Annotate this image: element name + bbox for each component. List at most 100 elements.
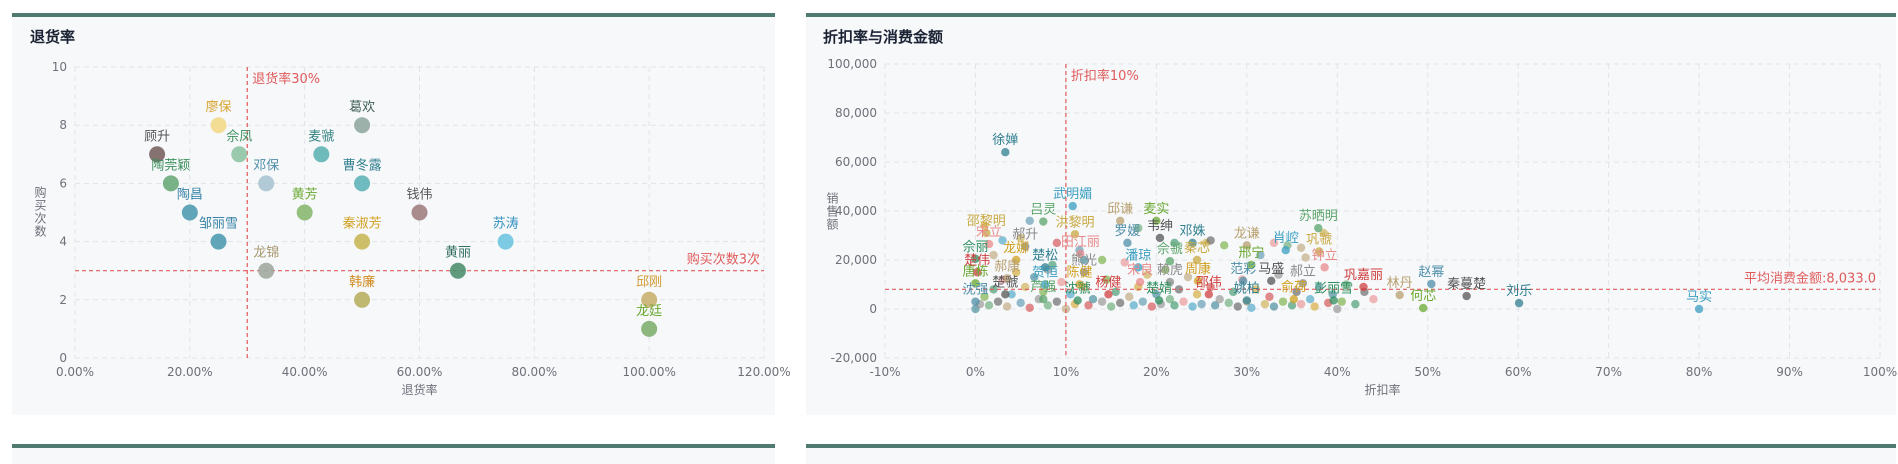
data-point bbox=[1188, 302, 1197, 311]
data-point-label: 熊光 bbox=[1071, 252, 1097, 268]
data-point-label: 苏晒明 bbox=[1299, 208, 1338, 224]
data-point bbox=[1462, 291, 1471, 301]
data-point bbox=[971, 254, 980, 263]
data-point bbox=[1097, 255, 1107, 265]
data-point-label: 廖保 bbox=[206, 99, 232, 115]
data-point-label: 芦强 bbox=[1030, 280, 1056, 295]
data-point bbox=[1084, 301, 1093, 310]
data-point bbox=[149, 146, 166, 163]
x-tick-label: 70% bbox=[1595, 365, 1622, 379]
data-point bbox=[984, 239, 994, 249]
y-tick-label: 0 bbox=[59, 351, 67, 365]
data-point-label: 陶莞颖 bbox=[151, 157, 190, 173]
data-point bbox=[1125, 292, 1134, 301]
data-point bbox=[354, 175, 371, 192]
data-point bbox=[1057, 277, 1066, 287]
data-point bbox=[1427, 279, 1436, 289]
data-point bbox=[1016, 298, 1025, 308]
data-point bbox=[1123, 238, 1132, 248]
return-rate-y-axis-title: 购买次数 bbox=[33, 186, 47, 238]
data-point-label: 韦绅 bbox=[1147, 219, 1173, 234]
data-point bbox=[1174, 285, 1184, 294]
data-point-label: 陈健 bbox=[1066, 265, 1092, 281]
data-point bbox=[1204, 290, 1214, 299]
data-point-label: 沈强 bbox=[962, 283, 988, 298]
data-point bbox=[1296, 243, 1306, 252]
data-point-label: 秦芯 bbox=[1184, 241, 1210, 256]
data-point-label: 陶昌 bbox=[177, 187, 203, 203]
data-point-label: 龙锦 bbox=[253, 246, 279, 261]
y-tick-label: 4 bbox=[59, 235, 67, 249]
data-point-label: 郝立 bbox=[1290, 264, 1316, 279]
data-point bbox=[1247, 260, 1256, 270]
data-point bbox=[1011, 255, 1021, 265]
return-rate-scatter-chart: 0.00% 20.00% 40.00% 60.00% 80.00% 100.00% 120.… bbox=[52, 60, 791, 397]
data-point-label: 贺恒 bbox=[1032, 266, 1058, 281]
data-point bbox=[231, 146, 248, 163]
data-point-label: 肖崆 bbox=[1273, 231, 1299, 246]
data-point bbox=[1419, 303, 1428, 313]
data-point bbox=[989, 250, 998, 260]
y-tick-label: 2 bbox=[59, 293, 67, 307]
data-point bbox=[982, 228, 991, 238]
y-tick-label: 0 bbox=[869, 302, 877, 316]
data-point-label: 何芯 bbox=[1410, 288, 1436, 304]
data-point bbox=[1319, 228, 1328, 238]
data-point bbox=[1001, 290, 1010, 299]
data-point-label: 楚虢 bbox=[992, 275, 1018, 290]
data-point-label: 范彩 bbox=[1230, 262, 1256, 277]
data-point bbox=[1233, 302, 1242, 311]
data-point bbox=[1120, 258, 1129, 267]
y-tick-label: 80,000 bbox=[835, 106, 877, 120]
x-tick-label: 30% bbox=[1233, 365, 1260, 379]
data-point-label: 罗媛 bbox=[1114, 224, 1140, 239]
data-point-label: 葛欢 bbox=[349, 100, 375, 115]
data-point bbox=[1333, 304, 1342, 314]
mark-line-label: 购买次数3次 bbox=[687, 252, 760, 268]
data-point bbox=[1115, 216, 1125, 225]
data-point-label: 刘乐 bbox=[1506, 284, 1532, 299]
data-point bbox=[1329, 296, 1338, 305]
data-point-label: 邹丽雪 bbox=[199, 216, 238, 232]
data-point-label: 佘丽 bbox=[962, 239, 988, 255]
data-point-label: 龙廷 bbox=[636, 304, 662, 319]
data-point bbox=[1320, 263, 1329, 272]
data-point bbox=[1039, 217, 1048, 226]
data-point bbox=[971, 279, 980, 288]
y-tick-label: 6 bbox=[59, 176, 67, 190]
x-tick-label: 80.00% bbox=[511, 365, 557, 379]
data-point-label: 徐婵 bbox=[992, 133, 1018, 148]
data-point bbox=[993, 297, 1003, 306]
data-point bbox=[1076, 249, 1085, 259]
data-point-label: 曹冬露 bbox=[343, 157, 382, 173]
data-point bbox=[449, 262, 466, 279]
x-tick-label: 120.00% bbox=[737, 365, 790, 379]
data-point-label: 沈虢 bbox=[1065, 281, 1091, 296]
x-tick-label: 40% bbox=[1324, 365, 1351, 379]
data-point bbox=[1267, 276, 1276, 286]
data-point-label: 巩虢 bbox=[1306, 232, 1332, 247]
data-point bbox=[1395, 290, 1404, 300]
data-point bbox=[980, 221, 989, 230]
data-point bbox=[1152, 216, 1161, 225]
data-point bbox=[1002, 274, 1012, 283]
data-point-label: 秦蔓楚 bbox=[1447, 277, 1486, 292]
data-point bbox=[1183, 272, 1193, 282]
data-point bbox=[1210, 301, 1220, 310]
data-point bbox=[210, 233, 227, 250]
data-point-label: 龙娜 bbox=[1003, 241, 1029, 256]
data-point bbox=[1242, 296, 1252, 305]
data-point-label: 林丹 bbox=[1387, 276, 1413, 291]
y-tick-label: 8 bbox=[59, 118, 67, 132]
data-point-label: 苏涛 bbox=[493, 216, 519, 232]
data-point bbox=[998, 236, 1007, 245]
y-tick-label: 60,000 bbox=[835, 155, 877, 169]
y-tick-label: 100,000 bbox=[827, 57, 877, 71]
data-point bbox=[1269, 302, 1279, 311]
data-point-label: 杨健 bbox=[1095, 275, 1121, 290]
x-tick-label: 40.00% bbox=[282, 365, 328, 379]
data-point bbox=[1694, 304, 1704, 314]
data-point bbox=[1070, 230, 1080, 239]
data-point bbox=[1102, 275, 1111, 284]
y-tick-label: 20,000 bbox=[835, 253, 877, 267]
